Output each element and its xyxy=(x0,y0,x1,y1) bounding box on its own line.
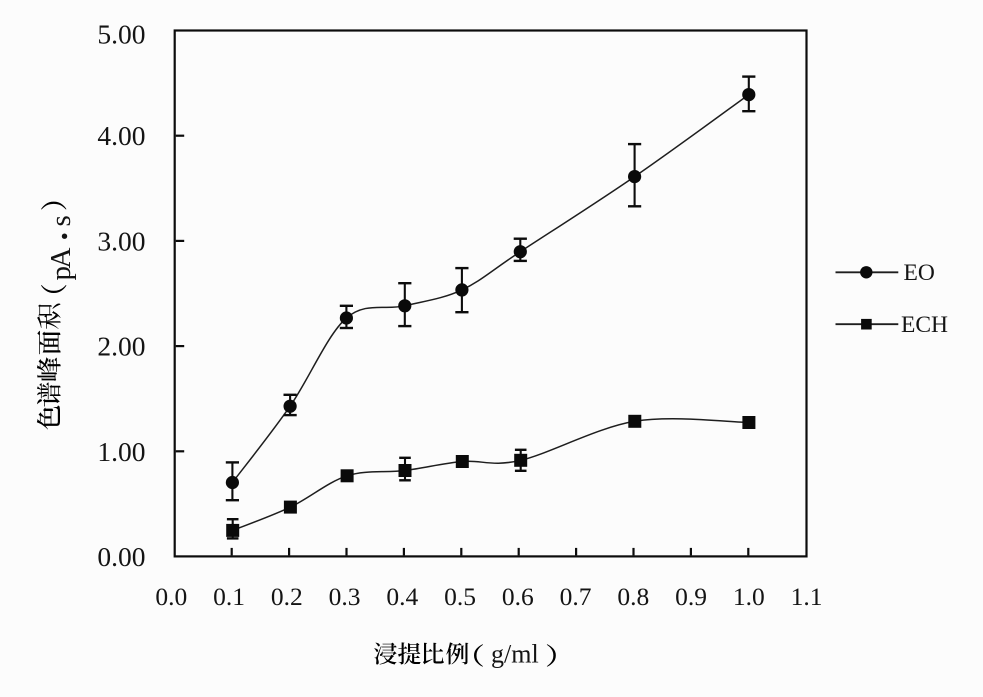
svg-text:3.00: 3.00 xyxy=(97,225,145,256)
svg-text:0.1: 0.1 xyxy=(213,582,245,611)
svg-text:s: s xyxy=(45,215,77,226)
svg-text:0.8: 0.8 xyxy=(617,582,649,611)
svg-text:2.00: 2.00 xyxy=(97,331,145,362)
svg-text:p: p xyxy=(45,266,77,281)
svg-text:A: A xyxy=(45,247,77,268)
svg-text:0.5: 0.5 xyxy=(444,582,476,611)
svg-text:0.3: 0.3 xyxy=(329,582,361,611)
svg-text:4.00: 4.00 xyxy=(97,120,145,151)
svg-text:g/ml: g/ml xyxy=(491,640,539,669)
svg-text:0.7: 0.7 xyxy=(560,582,592,611)
svg-text:1.00: 1.00 xyxy=(97,436,145,467)
svg-text:0.2: 0.2 xyxy=(271,582,303,611)
svg-text:0.4: 0.4 xyxy=(386,582,418,611)
svg-text:0.6: 0.6 xyxy=(502,582,534,611)
svg-text:1.0: 1.0 xyxy=(733,582,765,611)
svg-text:0.9: 0.9 xyxy=(675,582,707,611)
svg-text:1.1: 1.1 xyxy=(791,582,823,611)
svg-text:0.00: 0.00 xyxy=(97,541,145,572)
svg-text:0.0: 0.0 xyxy=(155,582,187,611)
svg-text:ECH: ECH xyxy=(901,312,948,338)
svg-text:EO: EO xyxy=(904,260,935,286)
svg-text:5.00: 5.00 xyxy=(97,19,145,50)
